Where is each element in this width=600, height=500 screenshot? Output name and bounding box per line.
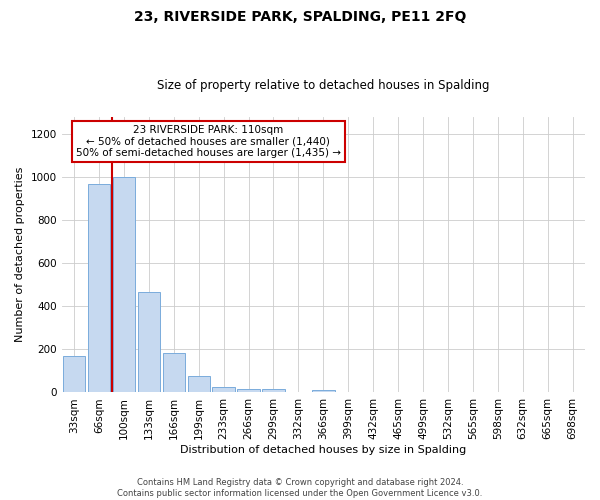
Bar — [163, 352, 185, 393]
Bar — [63, 356, 85, 393]
Bar — [212, 387, 235, 392]
X-axis label: Distribution of detached houses by size in Spalding: Distribution of detached houses by size … — [180, 445, 466, 455]
Text: 23 RIVERSIDE PARK: 110sqm
← 50% of detached houses are smaller (1,440)
50% of se: 23 RIVERSIDE PARK: 110sqm ← 50% of detac… — [76, 125, 341, 158]
Bar — [88, 184, 110, 392]
Bar — [312, 390, 335, 392]
Text: Contains HM Land Registry data © Crown copyright and database right 2024.
Contai: Contains HM Land Registry data © Crown c… — [118, 478, 482, 498]
Text: 23, RIVERSIDE PARK, SPALDING, PE11 2FQ: 23, RIVERSIDE PARK, SPALDING, PE11 2FQ — [134, 10, 466, 24]
Title: Size of property relative to detached houses in Spalding: Size of property relative to detached ho… — [157, 79, 490, 92]
Bar — [238, 389, 260, 392]
Bar — [113, 177, 135, 392]
Bar — [188, 376, 210, 392]
Bar — [262, 389, 285, 392]
Y-axis label: Number of detached properties: Number of detached properties — [15, 167, 25, 342]
Bar — [137, 292, 160, 392]
